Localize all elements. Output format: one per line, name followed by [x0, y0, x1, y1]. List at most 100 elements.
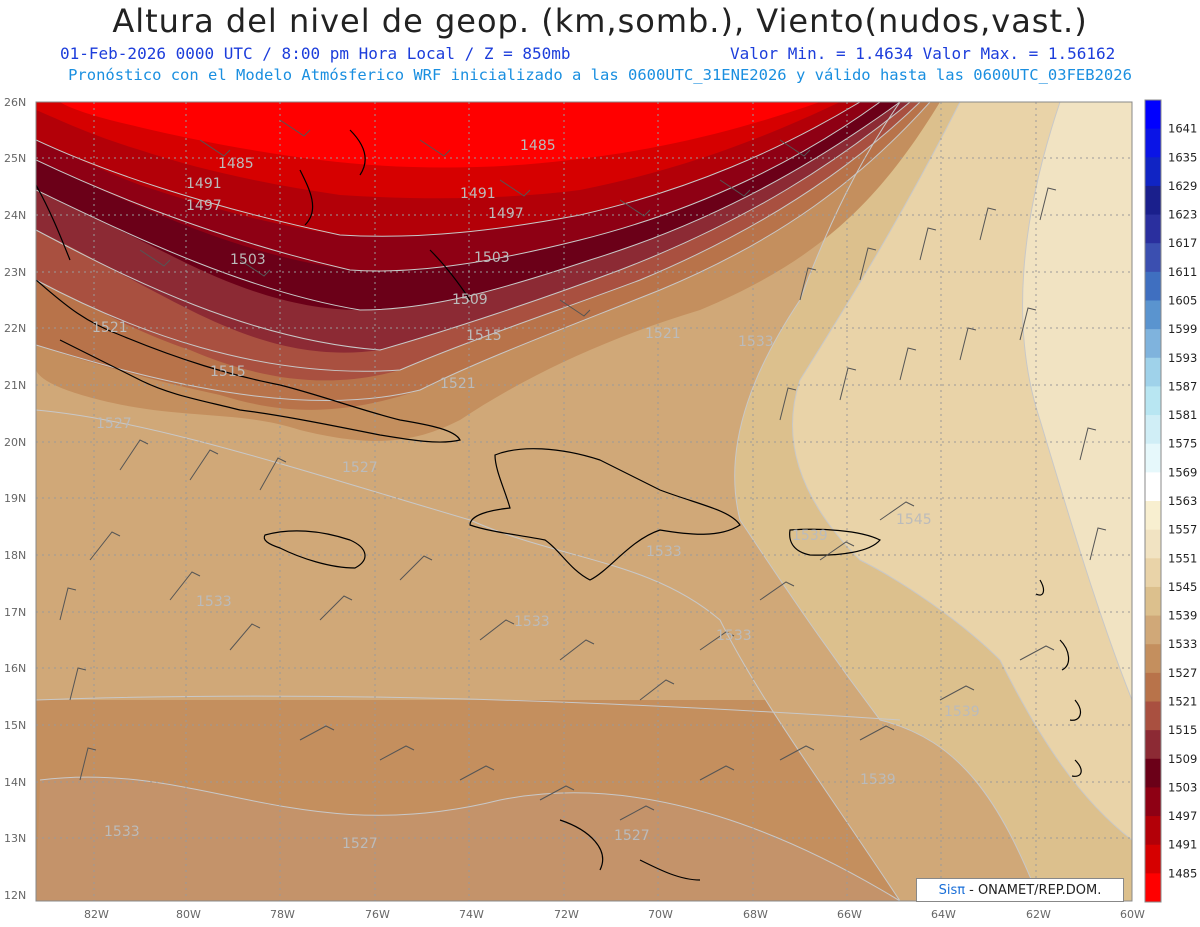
- logo-org: - ONAMET/REP.DOM.: [969, 882, 1102, 898]
- contour-label: 1527: [342, 836, 378, 852]
- colorbar-swatch: [1145, 443, 1161, 473]
- bahamas-outline: [299, 129, 471, 301]
- contour-label: 1509: [452, 292, 488, 308]
- contour-label: 1515: [210, 364, 246, 380]
- lon-label: 76W: [365, 908, 390, 921]
- colorbar-swatch: [1145, 100, 1161, 130]
- contour-label: 1491: [460, 186, 496, 202]
- colorbar-swatch: [1145, 615, 1161, 645]
- colorbar-label: 1539: [1168, 609, 1197, 623]
- lat-label: 23N: [4, 266, 26, 279]
- lat-label: 14N: [4, 776, 26, 789]
- colorbar-swatch: [1145, 386, 1161, 416]
- contour-label: 1497: [488, 206, 524, 222]
- colorbar-swatch: [1145, 501, 1161, 531]
- coastlines: [36, 129, 1082, 881]
- colorbar-swatch: [1145, 271, 1161, 301]
- contour-label: 1485: [218, 156, 254, 172]
- colorbar-swatch: [1145, 300, 1161, 330]
- colorbar-label: 1503: [1168, 780, 1197, 794]
- colorbar-swatch: [1145, 157, 1161, 187]
- contour-label: 1503: [474, 250, 510, 266]
- south-america-outline: [559, 819, 701, 881]
- colorbar-swatch: [1145, 128, 1161, 158]
- lat-label: 20N: [4, 436, 26, 449]
- lon-label: 64W: [931, 908, 956, 921]
- colorbar-label: 1509: [1168, 752, 1197, 766]
- contour-label: 1533: [196, 594, 232, 610]
- colorbar-swatch: [1145, 844, 1161, 874]
- contour-label: 1533: [716, 628, 752, 644]
- colorbar-swatch: [1145, 672, 1161, 702]
- lon-label: 60W: [1120, 908, 1145, 921]
- lon-label: 82W: [84, 908, 109, 921]
- colorbar-label: 1521: [1168, 695, 1197, 709]
- contour-label: 1491: [186, 176, 222, 192]
- lon-label: 72W: [554, 908, 579, 921]
- contour-label: 1503: [230, 252, 266, 268]
- contour-labels: 1485 1485 1491 1491 1497 1497 1503 1503 …: [92, 138, 980, 852]
- hispaniola-outline: [469, 448, 741, 581]
- puerto-rico-outline: [789, 528, 881, 556]
- colorbar-swatch: [1145, 357, 1161, 387]
- sispi-logo: Sisπ - ONAMET/REP.DOM.: [916, 878, 1124, 902]
- colorbar-swatch: [1145, 758, 1161, 788]
- colorbar-swatch: [1145, 644, 1161, 674]
- longitude-labels: 82W 80W 78W 76W 74W 72W 70W 68W 66W 64W …: [84, 908, 1145, 921]
- colorbar-label: 1575: [1168, 437, 1197, 451]
- map-plot-area: 1485 1485 1491 1491 1497 1497 1503 1503 …: [36, 102, 1132, 901]
- lon-label: 80W: [176, 908, 201, 921]
- colorbar-label: 1635: [1168, 150, 1197, 164]
- lon-label: 78W: [270, 908, 295, 921]
- lesser-antilles-outline: [1035, 579, 1082, 777]
- contour-label: 1533: [738, 334, 774, 350]
- colorbar-label: 1587: [1168, 379, 1197, 393]
- contour-label: 1533: [514, 614, 550, 630]
- lon-label: 70W: [648, 908, 673, 921]
- colorbar-label: 1533: [1168, 637, 1197, 651]
- colorbar-label: 1497: [1168, 809, 1197, 823]
- colorbar-label: 1551: [1168, 551, 1197, 565]
- colorbar-label: 1563: [1168, 494, 1197, 508]
- florida-outline: [36, 184, 71, 261]
- colorbar-label: 1593: [1168, 351, 1197, 365]
- colorbar-swatch: [1145, 185, 1161, 216]
- map-title: Altura del nivel de geop. (km,somb.), Vi…: [112, 2, 1088, 40]
- lat-label: 16N: [4, 662, 26, 675]
- contour-label: 1521: [440, 376, 476, 392]
- colorbar-label: 1485: [1168, 866, 1197, 880]
- contour-label: 1527: [96, 416, 132, 432]
- contour-label: 1497: [186, 198, 222, 214]
- colorbar-swatch: [1145, 730, 1161, 760]
- colorbar-label: 1557: [1168, 523, 1197, 537]
- lon-label: 62W: [1026, 908, 1051, 921]
- lon-label: 66W: [837, 908, 862, 921]
- lat-label: 24N: [4, 209, 26, 222]
- lat-label: 21N: [4, 379, 26, 392]
- contour-label: 1539: [944, 704, 980, 720]
- contour-label: 1485: [520, 138, 556, 154]
- colorbar-label: 1641: [1168, 122, 1197, 136]
- lat-label: 13N: [4, 832, 26, 845]
- colorbar-swatch: [1145, 873, 1161, 903]
- colorbar-swatch: [1145, 214, 1161, 244]
- colorbar-label: 1629: [1168, 179, 1197, 193]
- colorbar-label: 1617: [1168, 236, 1197, 250]
- contour-label: 1515: [466, 328, 502, 344]
- colorbar-label: 1581: [1168, 408, 1197, 422]
- colorbar-label: 1491: [1168, 838, 1197, 852]
- contour-label: 1527: [342, 460, 378, 476]
- lat-label: 25N: [4, 152, 26, 165]
- colorbar-swatch: [1145, 243, 1161, 273]
- lat-label: 26N: [4, 96, 26, 109]
- cuba-outline: [36, 279, 461, 443]
- logo-brand: Sisπ: [938, 882, 966, 898]
- lat-label: 17N: [4, 606, 26, 619]
- contour-label: 1539: [860, 772, 896, 788]
- subtitle-minmax: Valor Min. = 1.4634 Valor Max. = 1.56162: [730, 44, 1116, 63]
- contour-label: 1539: [792, 528, 828, 544]
- band-1551: [1022, 102, 1132, 700]
- colorbar-label: 1515: [1168, 723, 1197, 737]
- colorbar-label: 1545: [1168, 580, 1197, 594]
- colorbar-swatch: [1145, 558, 1161, 588]
